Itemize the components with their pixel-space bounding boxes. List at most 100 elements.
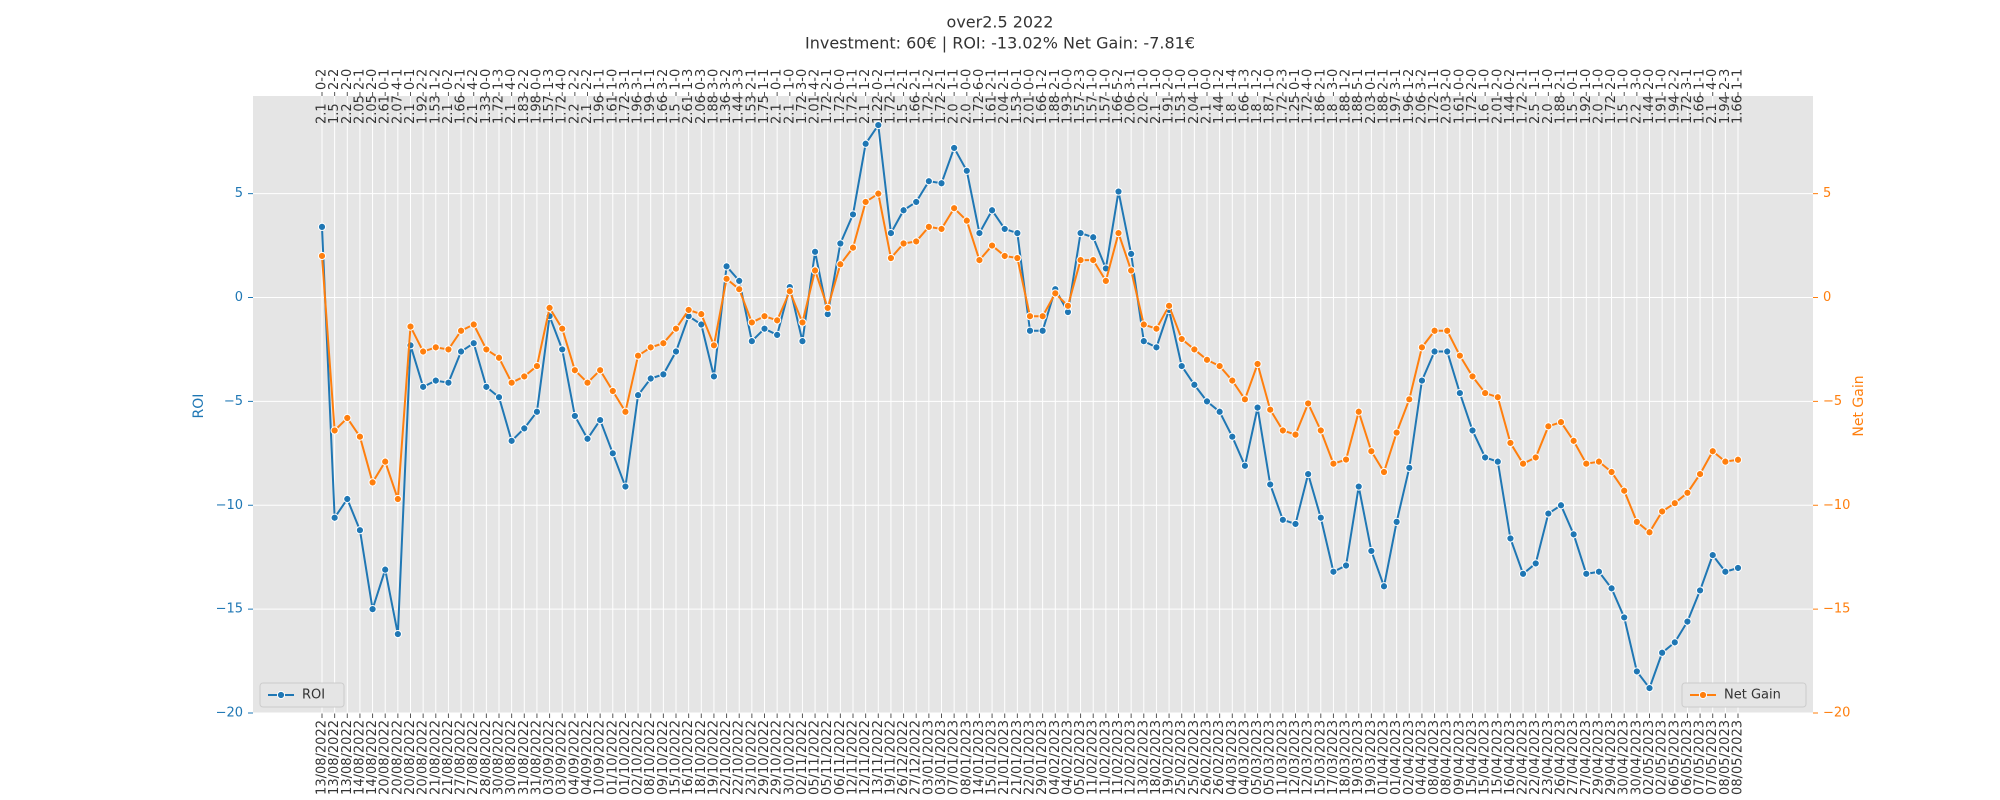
point: [722, 262, 731, 271]
top-score-label: 0-1: [378, 69, 393, 90]
top-odds-label: 1.88: [706, 95, 721, 124]
point: [343, 494, 352, 504]
point: [1670, 638, 1679, 647]
point: [1341, 455, 1351, 464]
top-score-label: 0-3: [694, 69, 709, 90]
point: [1000, 251, 1009, 261]
top-score-label: 2-1: [820, 69, 835, 90]
point: [1354, 482, 1363, 491]
top-score-label: 3-1: [618, 69, 633, 90]
x-tick-label: 08/10/2022: [643, 720, 658, 795]
top-score-label: 0-1: [403, 69, 418, 90]
top-score-label: 4-0: [504, 69, 519, 90]
x-tick-label: 07/05/2023: [1693, 720, 1708, 795]
top-score-label: 3-0: [1629, 69, 1644, 90]
point: [1556, 501, 1566, 510]
x-tick-label: 02/05/2023: [1642, 720, 1657, 795]
top-score-label: 3-2: [1414, 69, 1429, 90]
x-tick-label: 22/10/2022: [732, 720, 747, 795]
top-odds-label: 2.02: [1136, 95, 1151, 124]
top-score-label: 3-1: [631, 69, 646, 90]
x-tick-label: 21/08/2022: [428, 720, 443, 795]
point: [1443, 326, 1452, 335]
y2-axis-label: Net Gain: [1851, 375, 1867, 436]
point: [709, 341, 719, 350]
point: [1721, 457, 1730, 466]
point: [494, 353, 504, 362]
top-odds-label: 1.5: [669, 103, 684, 124]
chart-subtitle: Investment: 60€ | ROI: -13.02% Net Gain:…: [805, 34, 1195, 53]
x-tick-label: 11/02/2023: [1111, 720, 1126, 795]
x-tick-label: 19/03/2023: [1364, 720, 1379, 795]
point: [570, 366, 579, 375]
top-odds-label: 2.1: [466, 103, 481, 124]
point: [1582, 459, 1591, 468]
point: [1430, 347, 1439, 356]
top-odds-label: 2.1: [1200, 103, 1215, 124]
x-tick-label: 05/11/2022: [808, 720, 823, 795]
point: [671, 347, 681, 356]
point: [1708, 551, 1717, 560]
top-odds-label: 1.72: [921, 95, 936, 124]
top-odds-label: 1.57: [1073, 95, 1088, 124]
point: [1341, 561, 1351, 570]
top-odds-label: 1.8: [1225, 103, 1240, 124]
point: [381, 457, 390, 466]
top-odds-label: 2.1: [580, 103, 595, 124]
y2-tick-label: −10: [1823, 498, 1850, 513]
top-odds-label: 1.33: [479, 95, 494, 124]
top-score-label: 1-1: [643, 69, 658, 90]
point: [1354, 407, 1363, 416]
top-score-label: 1-0: [1655, 69, 1670, 90]
x-tick-label: 04/09/2022: [580, 720, 595, 795]
top-score-label: 3-1: [1389, 69, 1404, 90]
point: [1708, 447, 1717, 456]
point: [1127, 266, 1136, 275]
point: [962, 216, 971, 225]
top-score-label: 4-2: [808, 69, 823, 90]
x-tick-label: 29/04/2023: [1604, 720, 1619, 795]
top-odds-label: 1.96: [631, 95, 646, 124]
point: [861, 139, 870, 148]
top-odds-label: 2.1: [441, 103, 456, 124]
x-tick-label: 29/10/2022: [770, 720, 785, 795]
top-odds-label: 2.0: [959, 103, 974, 124]
x-tick-label: 21/08/2022: [441, 720, 456, 795]
x-tick-label: 08/04/2023: [1427, 720, 1442, 795]
top-odds-label: 1.88: [1048, 95, 1063, 124]
x-tick-label: 22/04/2023: [1516, 720, 1531, 795]
x-tick-label: 30/04/2023: [1629, 720, 1644, 795]
top-odds-label: 2.04: [1187, 95, 1202, 124]
point: [1051, 289, 1060, 298]
top-score-label: 2-0: [1642, 69, 1657, 90]
x-tick-label: 23/04/2023: [1541, 720, 1556, 795]
point: [1695, 586, 1705, 595]
top-odds-label: 2.06: [694, 95, 709, 124]
point: [1063, 301, 1073, 310]
top-score-label: 1-1: [1528, 69, 1543, 90]
point: [1506, 534, 1515, 543]
x-tick-label: 05/02/2023: [1073, 720, 1088, 795]
x-tick-label: 20/08/2022: [403, 720, 418, 795]
point: [1493, 457, 1502, 466]
top-score-label: 3-2: [656, 69, 671, 90]
point: [608, 386, 617, 396]
top-score-label: 2-1: [744, 69, 759, 90]
x-tick-label: 13/08/2022: [340, 720, 355, 795]
top-score-label: 5-2: [1111, 69, 1126, 90]
top-odds-label: 1.57: [542, 95, 557, 124]
top-score-label: 3-3: [732, 69, 747, 90]
top-odds-label: 1.6: [1478, 103, 1493, 124]
point: [1379, 467, 1389, 477]
point: [1291, 430, 1300, 439]
point: [1544, 422, 1553, 431]
top-odds-label: 1.96: [593, 95, 608, 124]
point: [1594, 457, 1604, 466]
x-tick-label: 08/05/2023: [1718, 720, 1733, 795]
top-score-label: 1-1: [1693, 69, 1708, 90]
top-score-label: 2-0: [1490, 69, 1505, 90]
legend-label: ROI: [302, 688, 325, 703]
top-score-label: 3-1: [1680, 69, 1695, 90]
top-score-label: 1-2: [1212, 69, 1227, 90]
point: [874, 120, 883, 130]
